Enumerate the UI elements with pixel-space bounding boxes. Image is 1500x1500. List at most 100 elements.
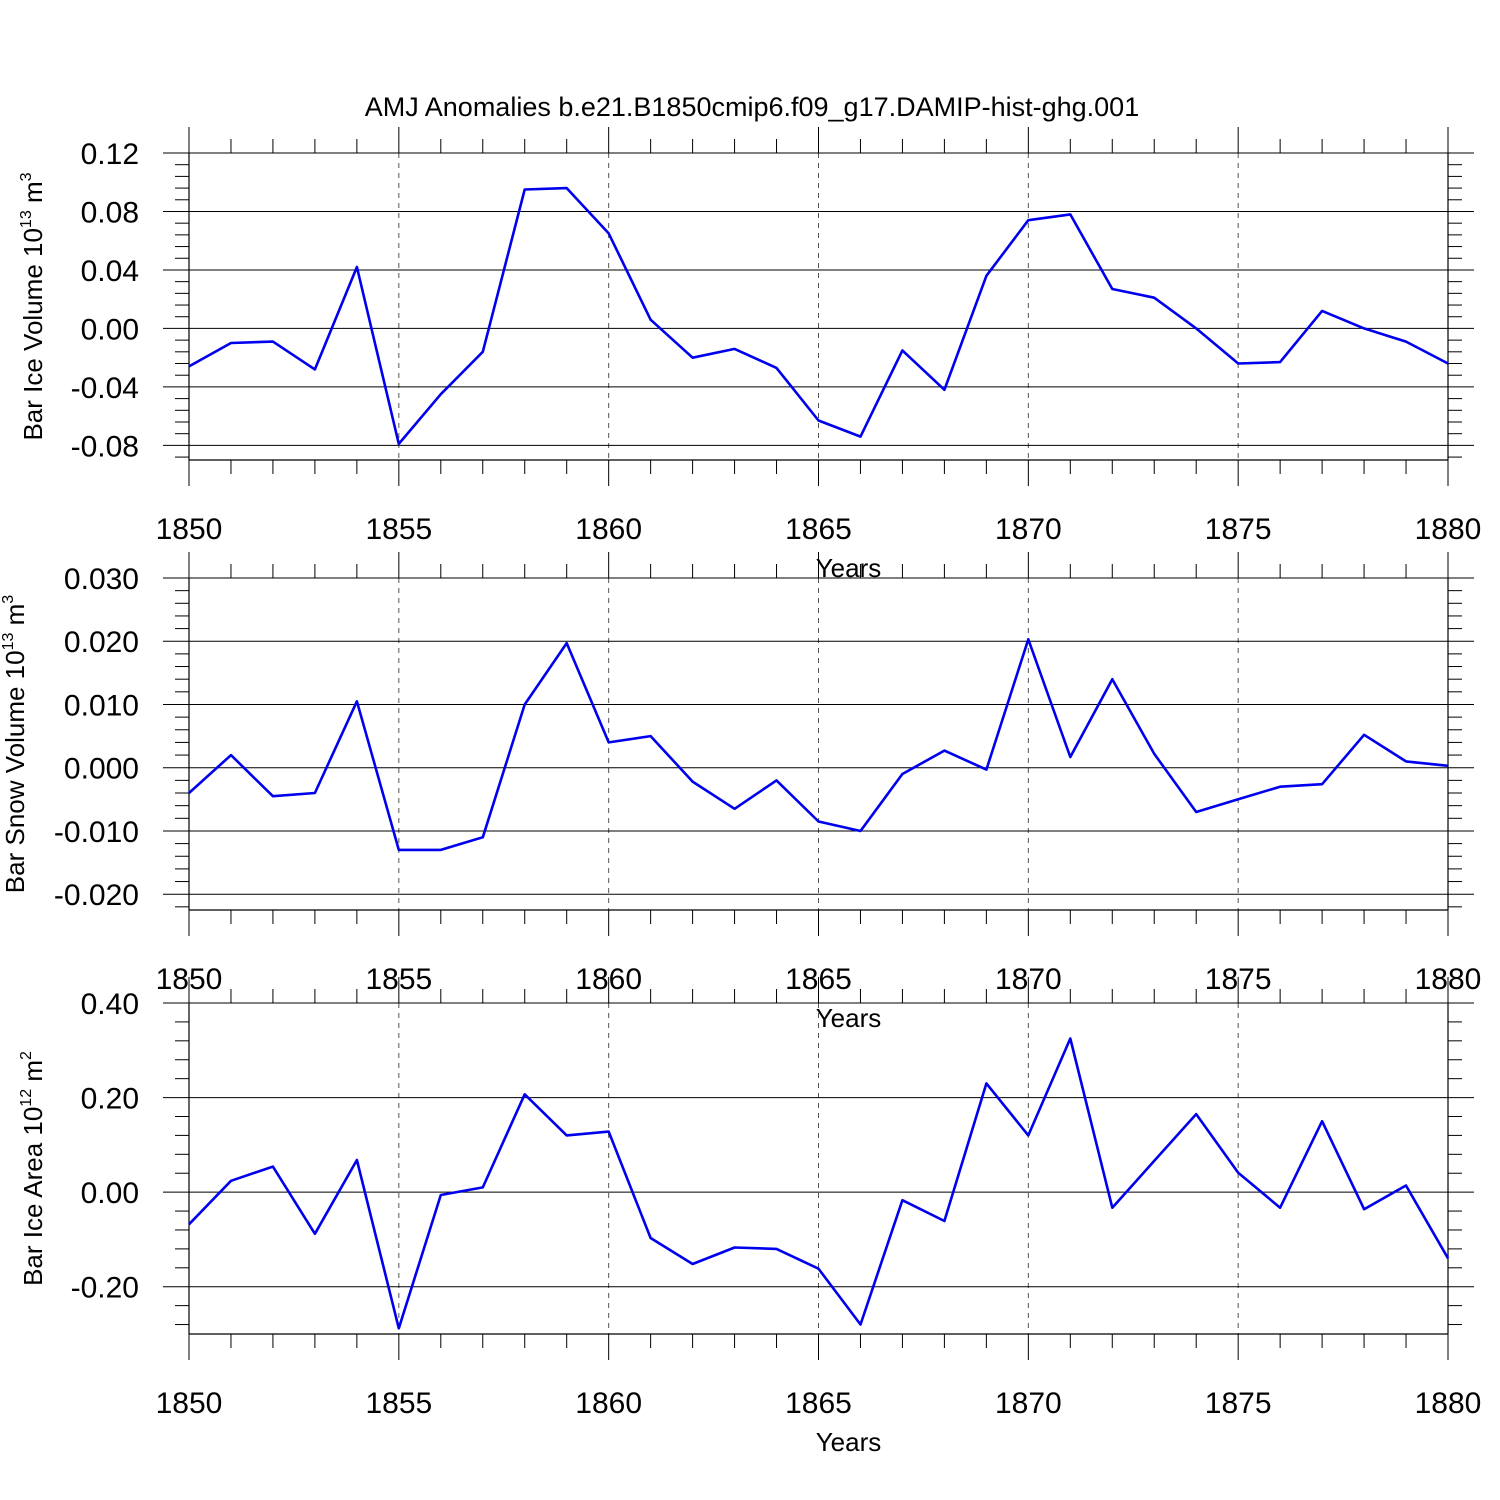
- data-point: [691, 356, 695, 360]
- data-point: [565, 186, 569, 190]
- data-point: [984, 274, 988, 278]
- data-point: [1362, 733, 1366, 737]
- data-point: [649, 734, 653, 738]
- data-point: [1278, 360, 1282, 364]
- data-point: [565, 1133, 569, 1137]
- data-point: [481, 835, 485, 839]
- x-tick-label: 1855: [365, 1387, 432, 1420]
- data-point: [1152, 1159, 1156, 1163]
- data-point: [313, 1232, 317, 1236]
- data-point: [1026, 1133, 1030, 1137]
- data-point: [1362, 1207, 1366, 1211]
- data-point: [1068, 755, 1072, 759]
- data-point: [1404, 759, 1408, 763]
- y-tick-label: 0.030: [64, 563, 139, 596]
- x-tick-label: 1850: [156, 513, 223, 546]
- data-point: [1068, 1036, 1072, 1040]
- x-tick-label: 1870: [995, 513, 1062, 546]
- data-point: [900, 348, 904, 352]
- data-point: [523, 702, 527, 706]
- chart-title: AMJ Anomalies b.e21.B1850cmip6.f09_g17.D…: [365, 92, 1139, 122]
- data-point: [229, 753, 233, 757]
- data-point: [1236, 797, 1240, 801]
- data-point: [1236, 1171, 1240, 1175]
- data-point: [984, 1081, 988, 1085]
- data-point: [1278, 1206, 1282, 1210]
- x-tick-label: 1865: [785, 513, 852, 546]
- data-point: [1446, 362, 1450, 366]
- x-tick-label: 1865: [785, 1387, 852, 1420]
- y-tick-label: 0.00: [81, 313, 139, 346]
- data-point: [481, 350, 485, 354]
- data-point: [1110, 677, 1114, 681]
- data-point: [691, 780, 695, 784]
- y-tick-label: 0.08: [81, 196, 139, 229]
- data-point: [1152, 296, 1156, 300]
- y-tick-label: 0.020: [64, 626, 139, 659]
- data-point: [1026, 218, 1030, 222]
- data-point: [817, 1267, 821, 1271]
- data-point: [523, 1092, 527, 1096]
- data-point: [1446, 1256, 1450, 1260]
- data-point: [397, 1326, 401, 1330]
- data-point: [481, 1185, 485, 1189]
- data-point: [1404, 340, 1408, 344]
- data-point: [775, 778, 779, 782]
- data-point: [439, 392, 443, 396]
- data-point: [1194, 810, 1198, 814]
- data-point: [229, 1179, 233, 1183]
- series-line: [188, 1037, 1450, 1330]
- series-line: [188, 637, 1449, 852]
- data-point: [984, 768, 988, 772]
- data-point: [355, 1158, 359, 1162]
- series-line: [188, 186, 1449, 446]
- data-point: [187, 364, 191, 368]
- data-point: [607, 1130, 611, 1134]
- data-point: [858, 435, 862, 439]
- x-axis-label: Years: [816, 1003, 882, 1033]
- data-point: [858, 1323, 862, 1327]
- x-tick-label: 1850: [156, 1387, 223, 1420]
- data-point: [1320, 782, 1324, 786]
- data-point: [1320, 309, 1324, 313]
- data-point: [1446, 764, 1450, 768]
- x-tick-label: 1855: [365, 513, 432, 546]
- data-point: [397, 848, 401, 852]
- data-point: [523, 188, 527, 192]
- data-point: [775, 1247, 779, 1251]
- data-point: [900, 772, 904, 776]
- y-tick-label: 0.00: [81, 1177, 139, 1210]
- y-tick-label: -0.010: [54, 816, 139, 849]
- y-tick-label: 0.010: [64, 689, 139, 722]
- x-tick-label: 1880: [1415, 513, 1482, 546]
- y-axis-label: Bar Ice Volume 1013 m3: [18, 172, 48, 440]
- data-point: [1068, 212, 1072, 216]
- data-point: [733, 1245, 737, 1249]
- data-point: [1110, 287, 1114, 291]
- panels: 0.12 0.08 0.04 0.00 -0.04 -0.08 1850 1855 1860 18…: [0, 127, 1481, 1457]
- y-tick-label: 0.20: [81, 1083, 139, 1116]
- data-point: [900, 1198, 904, 1202]
- data-point: [313, 791, 317, 795]
- data-point: [271, 340, 275, 344]
- x-axis-label: Years: [816, 1427, 882, 1457]
- y-tick-label: 0.04: [81, 255, 139, 288]
- data-point: [1362, 326, 1366, 330]
- data-point: [187, 1222, 191, 1226]
- x-tick-label: 1860: [575, 513, 642, 546]
- data-point: [775, 366, 779, 370]
- y-tick-label: -0.20: [71, 1272, 139, 1305]
- data-point: [607, 740, 611, 744]
- data-point: [817, 419, 821, 423]
- chart-ice-area: 0.40 0.20 0.00 -0.20 1850 1855 1860 1865 1870 187…: [18, 977, 1481, 1457]
- data-point: [649, 1236, 653, 1240]
- data-point: [1194, 1112, 1198, 1116]
- y-tick-label: -0.020: [54, 879, 139, 912]
- y-tick-label: 0.000: [64, 753, 139, 786]
- y-axis-label: Bar Ice Area 1012 m2: [18, 1051, 48, 1286]
- x-tick-label: 1870: [995, 1387, 1062, 1420]
- data-point: [942, 749, 946, 753]
- data-point: [271, 794, 275, 798]
- data-point: [1152, 752, 1156, 756]
